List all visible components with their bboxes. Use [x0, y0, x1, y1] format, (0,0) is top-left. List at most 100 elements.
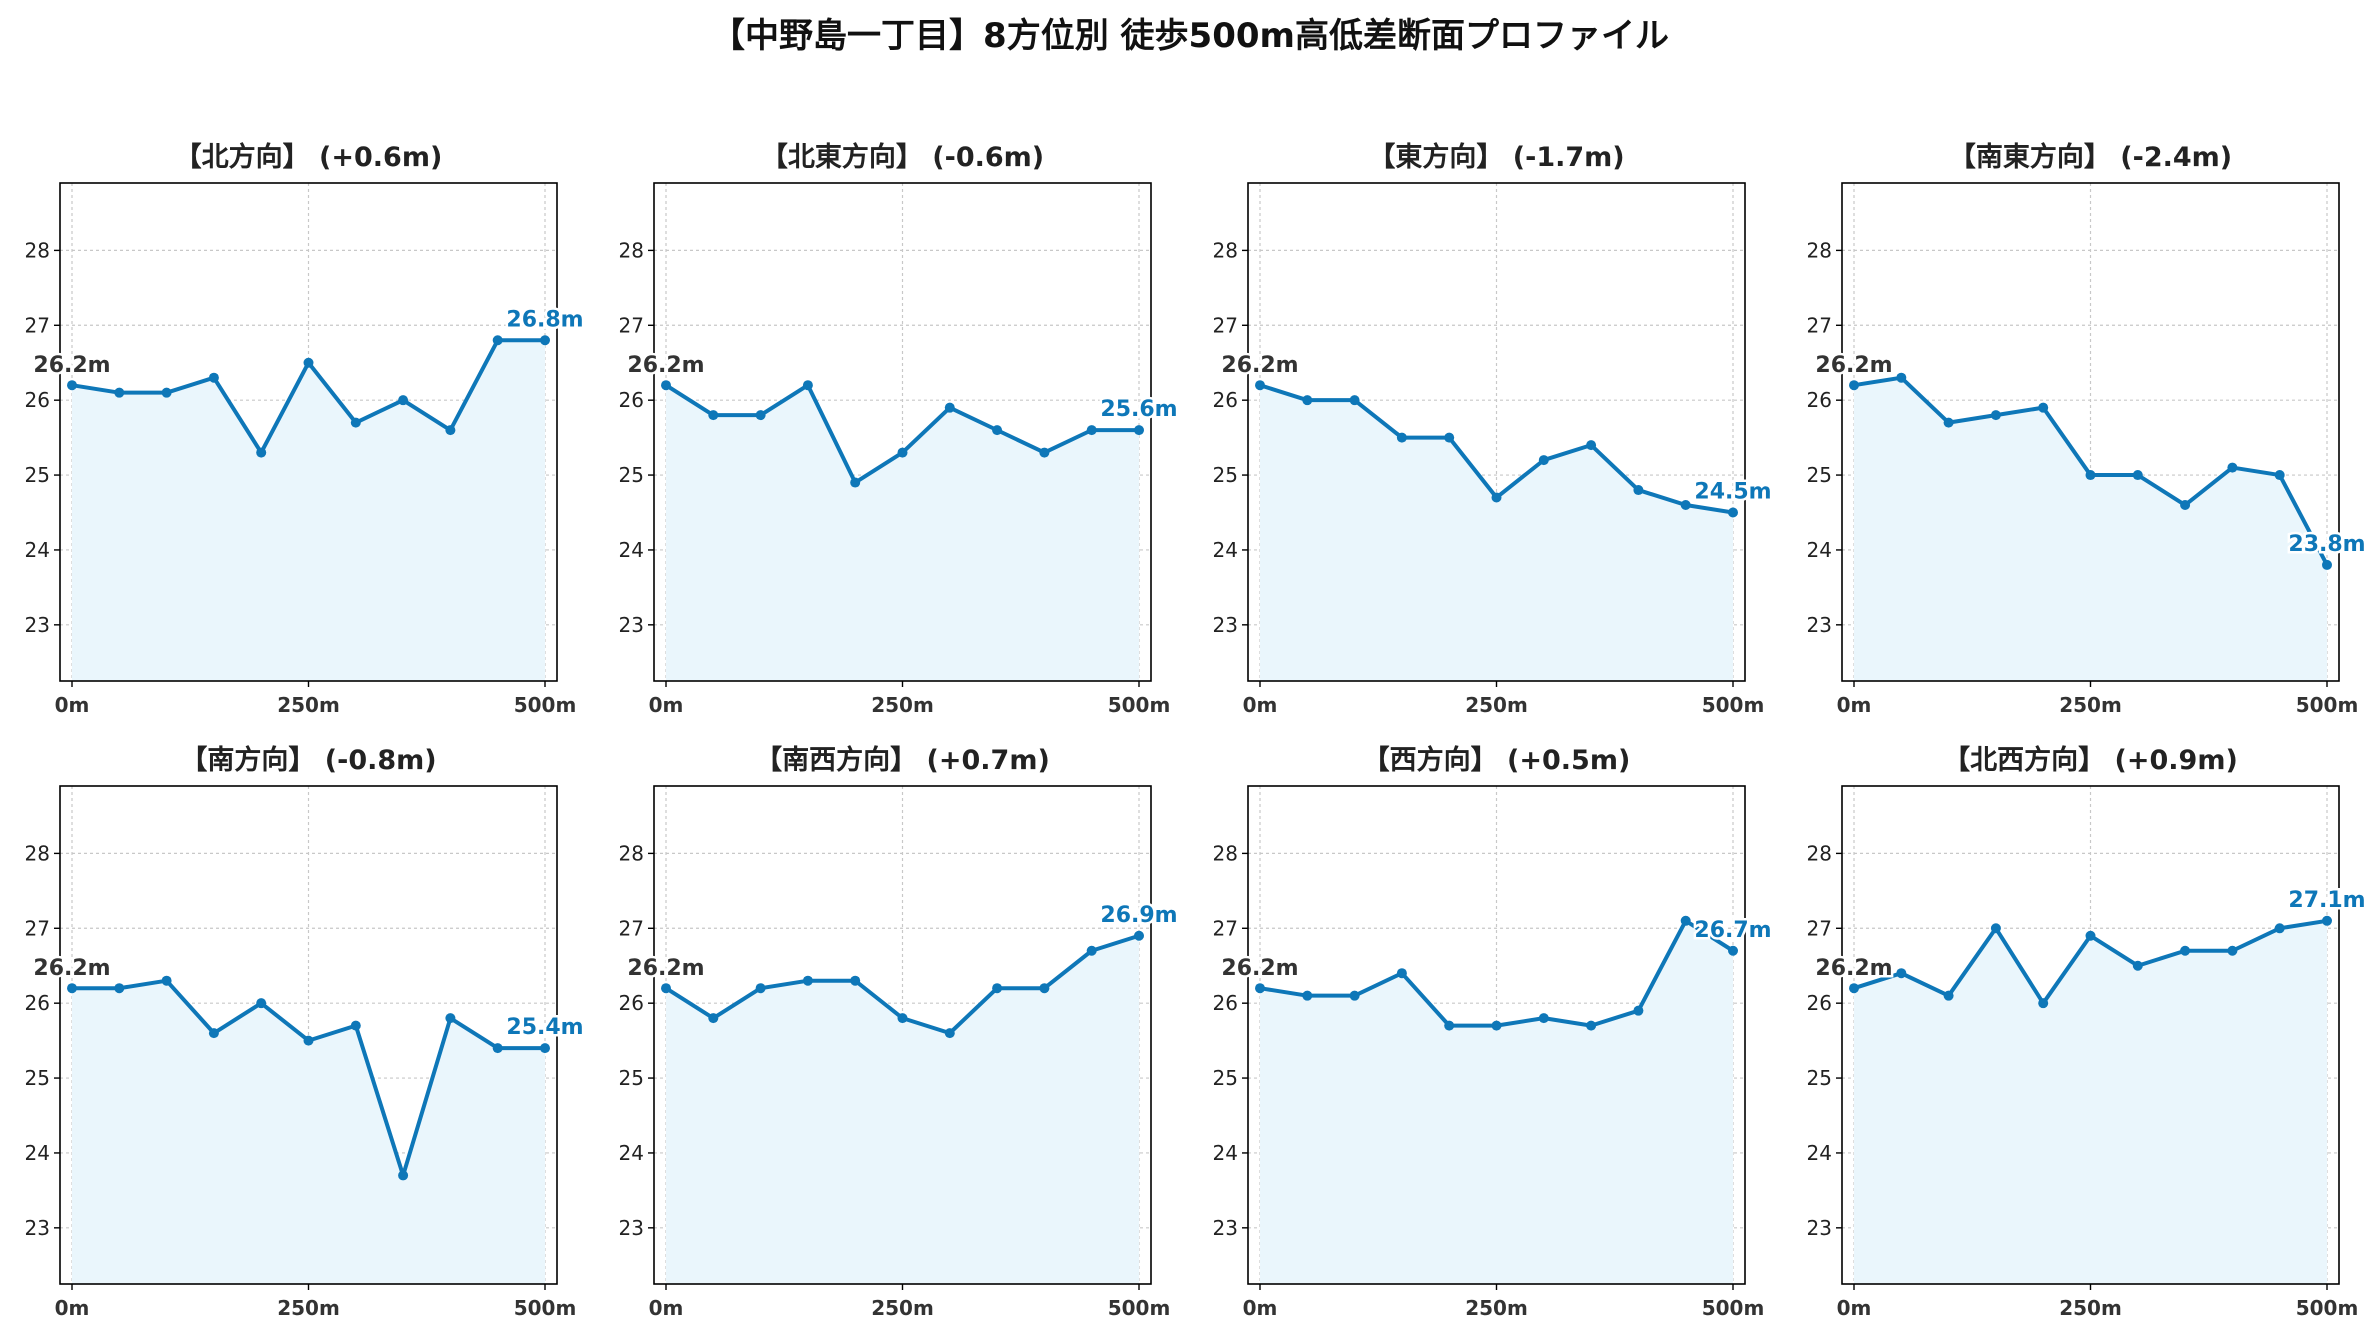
data-point — [1586, 1020, 1597, 1031]
y-tick-label: 28 — [25, 238, 50, 262]
data-point — [492, 1043, 503, 1054]
data-point — [2227, 462, 2238, 473]
data-point — [1396, 968, 1407, 979]
y-tick-label: 27 — [1213, 916, 1238, 940]
data-point — [1086, 425, 1097, 436]
x-tick-label: 250m — [871, 1296, 934, 1320]
start-elevation-label: 26.2m — [1815, 956, 1892, 981]
y-tick-label: 26 — [619, 991, 644, 1015]
y-tick-label: 27 — [1807, 916, 1832, 940]
data-point — [256, 998, 267, 1009]
data-point — [755, 983, 766, 994]
y-tick-label: 28 — [1213, 841, 1238, 865]
end-elevation-label: 26.8m — [506, 307, 583, 332]
data-point — [2227, 945, 2238, 956]
x-tick-label: 250m — [277, 693, 340, 717]
y-tick-label: 28 — [1807, 841, 1832, 865]
end-elevation-label: 27.1m — [2288, 888, 2365, 913]
data-point — [445, 425, 456, 436]
y-tick-label: 28 — [619, 238, 644, 262]
y-tick-label: 25 — [1807, 1066, 1832, 1090]
y-tick-label: 24 — [1807, 538, 1832, 562]
data-point — [1302, 395, 1313, 406]
data-point — [1586, 440, 1597, 451]
data-point — [755, 410, 766, 421]
x-tick-label: 500m — [1108, 693, 1171, 717]
data-point — [2038, 402, 2049, 413]
y-tick-label: 27 — [1213, 313, 1238, 337]
data-point — [1990, 923, 2001, 934]
x-tick-label: 0m — [649, 1296, 684, 1320]
data-point — [944, 1028, 955, 1039]
data-point — [1086, 945, 1097, 956]
data-point — [2274, 923, 2285, 934]
subplot-3: 【南東方向】 (-2.4m) 23 24 25 26 27 28 0m 250m 500m 26.2… — [1807, 141, 2369, 717]
data-point — [161, 387, 172, 398]
data-point — [2180, 945, 2191, 956]
x-tick-label: 0m — [1837, 1296, 1872, 1320]
data-point — [1849, 380, 1859, 391]
data-point — [1943, 990, 1954, 1001]
x-tick-label: 0m — [55, 693, 90, 717]
y-tick-label: 26 — [1807, 388, 1832, 412]
x-tick-label: 250m — [1465, 693, 1528, 717]
data-point — [944, 402, 955, 413]
y-tick-label: 25 — [1213, 1066, 1238, 1090]
data-point — [2322, 915, 2332, 926]
data-point — [67, 983, 77, 994]
start-elevation-label: 26.2m — [33, 956, 110, 981]
data-point — [398, 1170, 409, 1181]
end-elevation-label: 25.6m — [1100, 397, 1177, 422]
y-tick-label: 25 — [619, 463, 644, 487]
data-point — [1990, 410, 2001, 421]
x-tick-label: 0m — [55, 1296, 90, 1320]
x-tick-label: 500m — [514, 693, 577, 717]
x-tick-label: 250m — [2059, 1296, 2122, 1320]
data-point — [114, 387, 125, 398]
end-elevation-label: 26.7m — [1694, 918, 1771, 943]
area-fill — [666, 385, 1139, 681]
subplot-title: 【北方向】 (+0.6m) — [175, 141, 443, 173]
data-point — [1538, 1013, 1549, 1024]
area-fill — [1854, 920, 2327, 1284]
data-point — [1538, 455, 1549, 466]
subplot-6: 【西方向】 (+0.5m) 23 24 25 26 27 28 0m 250m 500m 26.2m… — [1213, 744, 1775, 1320]
data-point — [2132, 470, 2143, 481]
subplot-5: 【南西方向】 (+0.7m) 23 24 25 26 27 28 0m 250m 500m 26.2… — [619, 744, 1181, 1320]
x-tick-label: 250m — [871, 693, 934, 717]
data-point — [802, 975, 813, 986]
y-tick-label: 25 — [1213, 463, 1238, 487]
data-point — [67, 380, 77, 391]
y-tick-label: 23 — [1807, 1216, 1832, 1240]
data-point — [1444, 432, 1455, 443]
data-point — [2322, 559, 2332, 570]
data-point — [1134, 930, 1144, 941]
data-point — [1255, 983, 1265, 994]
x-tick-label: 250m — [2059, 693, 2122, 717]
data-point — [1255, 380, 1265, 391]
data-point — [1680, 500, 1691, 511]
data-point — [2132, 960, 2143, 971]
x-tick-label: 0m — [1837, 693, 1872, 717]
y-tick-label: 26 — [619, 388, 644, 412]
y-tick-label: 27 — [25, 916, 50, 940]
data-point — [398, 395, 409, 406]
subplot-title: 【南東方向】 (-2.4m) — [1949, 141, 2232, 173]
y-tick-label: 26 — [25, 388, 50, 412]
x-tick-label: 250m — [277, 1296, 340, 1320]
y-tick-label: 27 — [619, 313, 644, 337]
y-tick-label: 26 — [1807, 991, 1832, 1015]
y-tick-label: 23 — [25, 1216, 50, 1240]
end-elevation-label: 26.9m — [1100, 903, 1177, 928]
subplot-title: 【北西方向】 (+0.9m) — [1943, 744, 2238, 776]
data-point — [208, 372, 219, 383]
x-tick-label: 500m — [1108, 1296, 1171, 1320]
subplot-title: 【南西方向】 (+0.7m) — [755, 744, 1050, 776]
y-tick-label: 25 — [1807, 463, 1832, 487]
area-fill — [1260, 385, 1733, 681]
data-point — [445, 1013, 456, 1024]
x-tick-label: 500m — [1702, 693, 1765, 717]
y-tick-label: 24 — [25, 1141, 50, 1165]
y-tick-label: 23 — [25, 613, 50, 637]
